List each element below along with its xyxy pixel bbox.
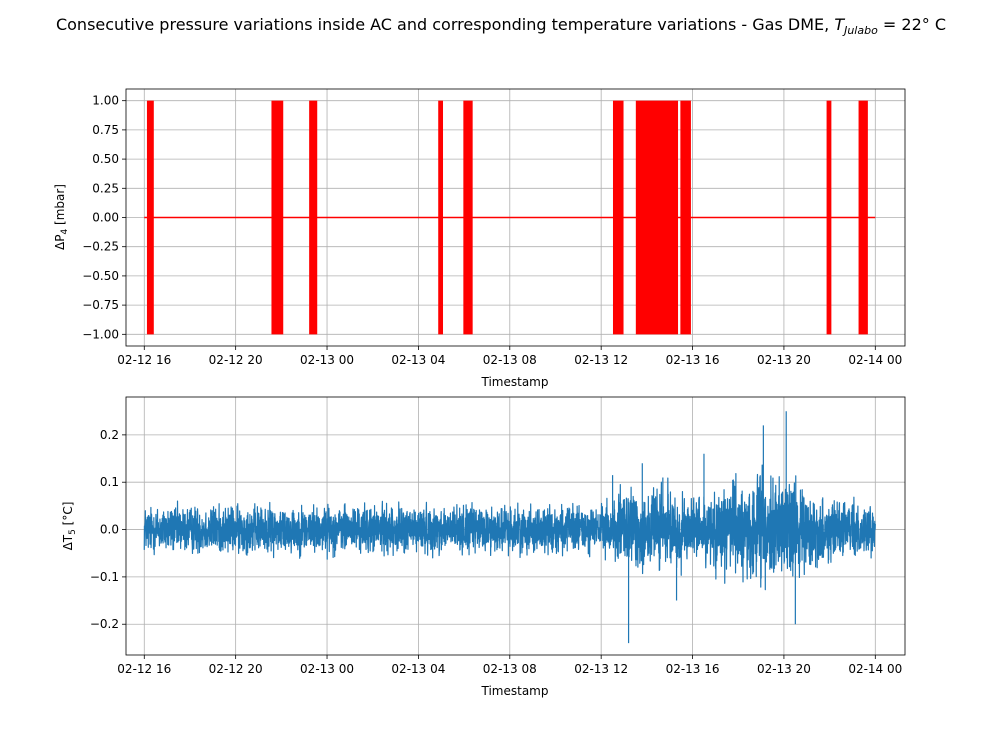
x-tick-label: 02-13 04 — [391, 662, 445, 676]
temperature-series — [143, 411, 876, 644]
y-tick-label: 0.00 — [92, 211, 119, 225]
x-tick-label: 02-13 12 — [574, 353, 628, 367]
figure-title: Consecutive pressure variations inside A… — [56, 15, 946, 37]
temperature-axes: 02-12 16 02-12 20 02-13 00 02-13 04 02-13 08… — [61, 396, 906, 698]
y-tick-label: −0.2 — [90, 617, 119, 631]
pressure-spike-burst — [146, 100, 154, 335]
y-tick-label: −0.1 — [90, 570, 119, 584]
pressure-axes: 02-12 16 02-12 20 02-13 00 02-13 04 02-13 08… — [53, 88, 906, 389]
temperature-x-ticks: 02-12 16 02-12 20 02-13 00 02-13 04 02-13 08… — [117, 655, 902, 676]
x-tick-label: 02-13 04 — [391, 353, 445, 367]
y-tick-label: −0.25 — [82, 240, 119, 254]
x-tick-label: 02-14 00 — [848, 353, 902, 367]
x-tick-label: 02-12 20 — [209, 353, 263, 367]
temperature-y-ticks: 0.2 0.1 0.0 −0.1 −0.2 — [90, 428, 126, 631]
y-tick-label: 0.75 — [92, 123, 119, 137]
x-tick-label: 02-13 08 — [483, 353, 537, 367]
y-tick-label: −0.75 — [82, 298, 119, 312]
pressure-spike-burst — [463, 100, 473, 335]
pressure-spike-burst — [612, 100, 624, 335]
pressure-spike-burst — [680, 100, 691, 335]
y-tick-label: 0.1 — [100, 475, 119, 489]
x-tick-label: 02-12 20 — [209, 662, 263, 676]
temperature-trace — [143, 411, 876, 644]
y-tick-label: 0.50 — [92, 152, 119, 166]
x-tick-label: 02-12 16 — [117, 662, 171, 676]
pressure-series — [144, 100, 876, 335]
pressure-y-label: ΔP4 [mbar] — [53, 184, 70, 250]
temperature-frame — [125, 396, 906, 656]
x-tick-label: 02-14 00 — [848, 662, 902, 676]
pressure-spike-burst — [635, 100, 679, 335]
pressure-spike-burst — [309, 100, 318, 335]
x-tick-label: 02-12 16 — [117, 353, 171, 367]
y-tick-label: −0.50 — [82, 269, 119, 283]
x-tick-label: 02-13 00 — [300, 353, 354, 367]
y-tick-label: 0.25 — [92, 181, 119, 195]
pressure-spike-burst — [858, 100, 868, 335]
y-tick-label: −1.00 — [82, 327, 119, 341]
y-tick-label: 0.0 — [100, 523, 119, 537]
temperature-x-label: Timestamp — [481, 684, 549, 698]
x-tick-label: 02-13 16 — [666, 662, 720, 676]
x-tick-label: 02-13 20 — [757, 353, 811, 367]
y-tick-label: 0.2 — [100, 428, 119, 442]
pressure-spike-burst — [438, 100, 444, 335]
y-tick-label: 1.00 — [92, 94, 119, 108]
pressure-x-ticks: 02-12 16 02-12 20 02-13 00 02-13 04 02-13 08… — [117, 346, 902, 367]
pressure-spike-burst — [826, 100, 832, 335]
x-tick-label: 02-13 16 — [666, 353, 720, 367]
x-tick-label: 02-13 08 — [483, 662, 537, 676]
pressure-x-label: Timestamp — [481, 375, 549, 389]
pressure-y-ticks: 1.00 0.75 0.50 0.25 0.00 −0.25 −0.50 −0.75 −1.00 — [82, 94, 126, 341]
x-tick-label: 02-13 12 — [574, 662, 628, 676]
temperature-y-label: ΔT5 [°C] — [61, 502, 78, 551]
pressure-spike-burst — [271, 100, 284, 335]
x-tick-label: 02-13 20 — [757, 662, 811, 676]
x-tick-label: 02-13 00 — [300, 662, 354, 676]
